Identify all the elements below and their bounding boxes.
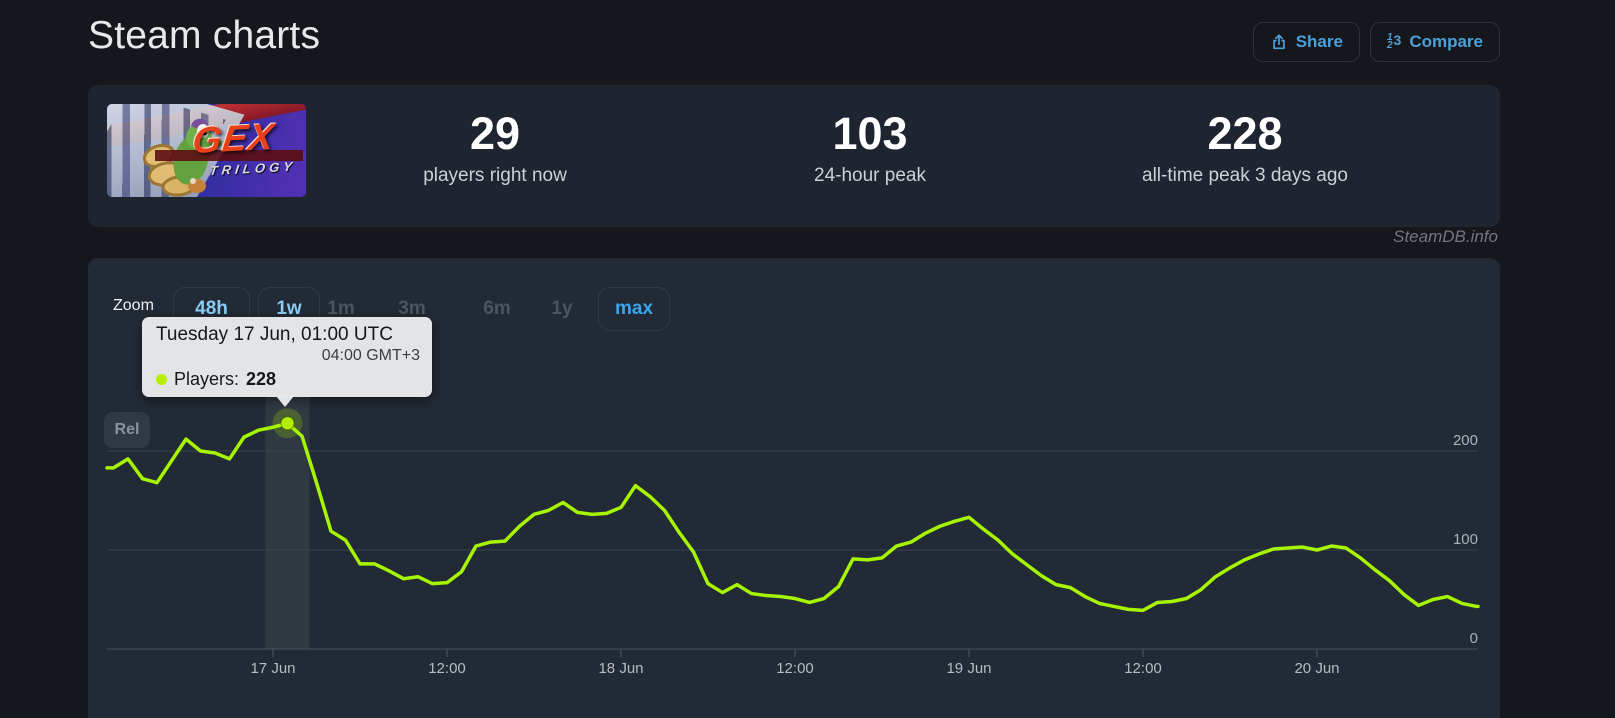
compare-button-label: Compare [1409,32,1483,51]
zoom-range-1y-button[interactable]: 1y [542,297,582,321]
zoom-range-1m-button[interactable]: 1m [321,297,361,321]
stat-alltime-peak: 228 all-time peak 3 days ago [1065,109,1425,187]
stat-24h-peak: 103 24-hour peak [690,109,1050,187]
zoom-range-6m-button[interactable]: 6m [477,297,517,321]
chart-card: Zoom 48h 1w 1m 3m 6m 1y max 0 100 200 17 Ju… [88,258,1500,718]
release-flag: Rel [104,412,150,448]
game-capsule-image: GEX TRILOGY [107,104,306,197]
svg-text:0: 0 [1470,630,1478,647]
share-button[interactable]: Share [1252,22,1360,62]
stat-label: 24-hour peak [814,165,926,186]
game-logo-text: GEX [190,115,278,162]
svg-text:12:00: 12:00 [428,660,466,677]
stat-value: 29 [469,108,521,159]
capsule-logo-bar [155,150,303,161]
svg-text:18 Jun: 18 Jun [598,660,643,677]
tooltip-local-time: 04:00 GMT+3 [321,347,420,364]
series-marker-dot-icon [156,374,167,385]
svg-text:100: 100 [1453,531,1478,548]
compare-icon-digit: 3 [1393,32,1402,48]
zoom-range-3m-button[interactable]: 3m [392,297,432,321]
tooltip-datetime: Tuesday 17 Jun, 01:00 UTC [156,324,393,345]
chart-tooltip: Tuesday 17 Jun, 01:00 UTC 04:00 GMT+3 Pl… [142,317,432,407]
stat-label: players right now [423,165,567,186]
compare-icon-digit: 1 [1386,32,1393,43]
tooltip-series-label: Players: [174,369,240,389]
steamdb-watermark: SteamDB.info [1393,227,1498,246]
share-button-label: Share [1295,32,1343,51]
stat-value: 103 [832,108,908,159]
svg-text:12:00: 12:00 [1124,660,1162,677]
svg-text:20 Jun: 20 Jun [1294,660,1339,677]
zoom-range-max-button[interactable]: max [598,287,670,331]
svg-text:17 Jun: 17 Jun [250,660,295,677]
stats-card: GEX TRILOGY 29 players right now 103 24-… [88,85,1500,227]
tooltip-players-value: 228 [246,369,277,389]
zoom-label: Zoom [113,297,154,314]
page-title: Steam charts [88,14,321,57]
compare-icon-digit: 2 [1386,40,1393,51]
svg-text:200: 200 [1453,432,1478,449]
stat-value: 228 [1207,108,1283,159]
stat-players-now: 29 players right now [315,109,675,187]
stat-label: all-time peak 3 days ago [1142,165,1348,186]
share-icon [1272,34,1285,50]
svg-text:12:00: 12:00 [776,660,814,677]
svg-text:19 Jun: 19 Jun [946,660,991,677]
game-logo-subtext: TRILOGY [208,158,298,179]
